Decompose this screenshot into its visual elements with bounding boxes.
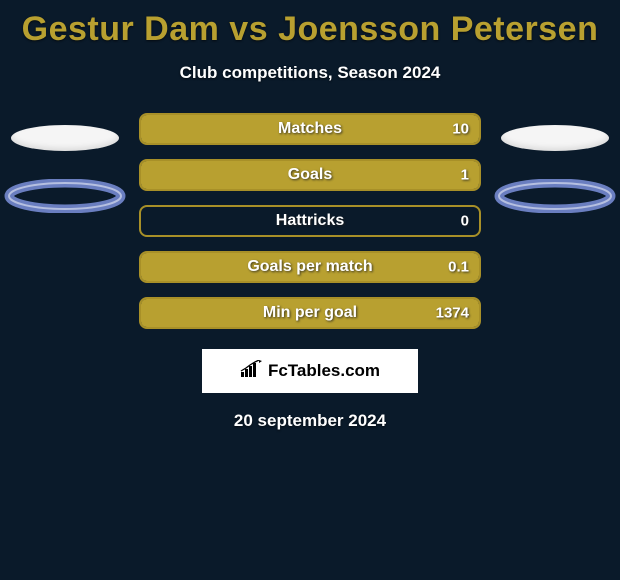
stat-label: Hattricks (276, 212, 344, 230)
stat-value-right: 0.1 (448, 259, 469, 276)
page-title: Gestur Dam vs Joensson Petersen (0, 0, 620, 49)
right-player-col (497, 113, 613, 213)
date-text: 20 september 2024 (0, 411, 620, 431)
stat-label: Goals per match (247, 258, 372, 276)
subtitle: Club competitions, Season 2024 (0, 63, 620, 83)
left-player-col (7, 113, 123, 213)
stat-bar: Min per goal 1374 (139, 297, 481, 329)
stat-bar: Matches 10 (139, 113, 481, 145)
brand-chart-icon (240, 360, 262, 383)
stat-value-right: 0 (461, 213, 469, 230)
stat-bar: Goals 1 (139, 159, 481, 191)
stat-label: Goals (288, 166, 332, 184)
stat-value-right: 1374 (436, 305, 469, 322)
stat-bar: Hattricks 0 (139, 205, 481, 237)
right-player-oval (501, 125, 609, 151)
right-player-ring-icon (494, 179, 616, 213)
stat-value-right: 1 (461, 167, 469, 184)
brand-badge[interactable]: FcTables.com (202, 349, 418, 393)
comparison-wrap: Matches 10 Goals 1 Hattricks 0 Goals per match… (0, 113, 620, 329)
brand-text: FcTables.com (268, 361, 380, 381)
stat-bar: Goals per match 0.1 (139, 251, 481, 283)
stat-value-right: 10 (452, 121, 469, 138)
stat-label: Matches (278, 120, 342, 138)
left-player-ring-icon (4, 179, 126, 213)
stat-bars: Matches 10 Goals 1 Hattricks 0 Goals per match… (139, 113, 481, 329)
stat-label: Min per goal (263, 304, 357, 322)
left-player-oval (11, 125, 119, 151)
